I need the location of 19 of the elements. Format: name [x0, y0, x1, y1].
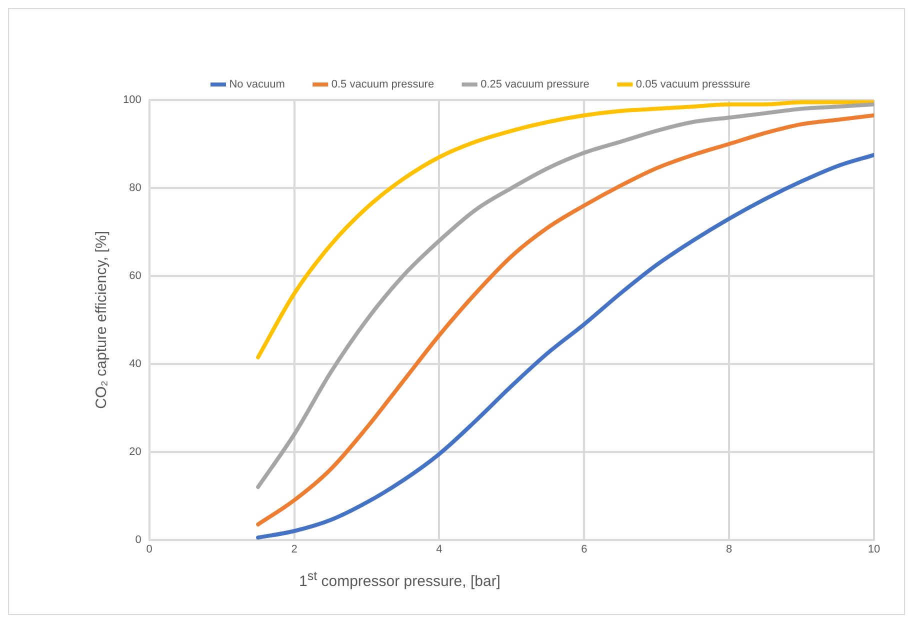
line-series: [256, 100, 874, 360]
x-tick-label: 4: [436, 543, 442, 556]
x-tick-label: 8: [726, 543, 732, 556]
legend-label: 0.5 vacuum pressure: [331, 78, 434, 91]
y-tick-label: 0: [135, 534, 142, 546]
y-tick-label: 40: [129, 358, 142, 370]
x-axis-title: 1$^{st}$ compressor pressure, [bar]: [299, 569, 500, 590]
legend-label: 0.05 vacuum presssure: [636, 78, 750, 91]
x-tick-label: 0: [146, 543, 152, 556]
y-tick-label: 20: [129, 446, 142, 458]
legend-label: No vacuum: [229, 78, 285, 91]
x-tick-label: 6: [581, 543, 588, 556]
x-tick-label: 2: [291, 543, 298, 556]
y-tick-label: 60: [129, 270, 142, 282]
y-tick-label: 100: [122, 94, 142, 106]
x-tick-label: 10: [868, 543, 880, 556]
y-tick-label: 80: [129, 182, 142, 194]
y-axis-title: CO₂ capture efficiency, [%]: [93, 230, 110, 409]
legend-label: 0.25 vacuum pressure: [480, 78, 590, 91]
